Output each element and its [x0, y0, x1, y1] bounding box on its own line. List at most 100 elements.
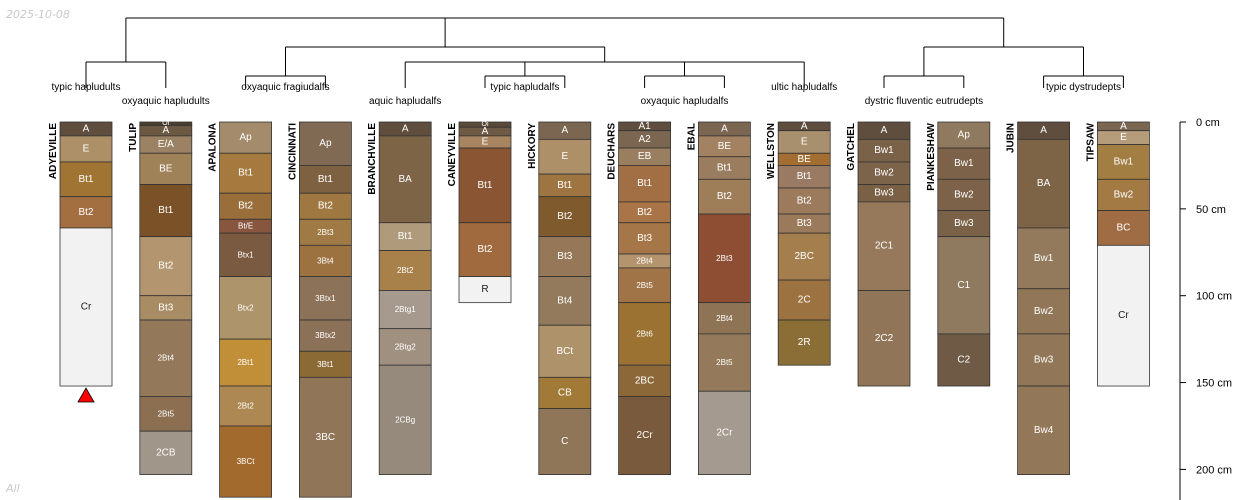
- horizon-2bt5: [139, 396, 193, 432]
- horizon-label: C1: [957, 280, 970, 291]
- axis-tick-label: 50 cm: [1196, 204, 1226, 216]
- horizon-label: A: [1040, 125, 1047, 136]
- horizon-label: 2Bt4: [636, 256, 653, 265]
- horizon-2bt1: [219, 338, 273, 387]
- horizon-ba: [1017, 138, 1070, 229]
- horizon-2c1: [857, 201, 911, 291]
- horizon-label: E: [1120, 132, 1127, 143]
- horizon-bt4: [538, 276, 592, 326]
- horizon-label: A: [162, 125, 169, 136]
- depth-axis: 0 cm 50 cm 100 cm 150 cm 200 cm: [1179, 117, 1232, 500]
- horizon-2btg2: [378, 328, 432, 366]
- horizon-label: BC: [1116, 222, 1130, 233]
- horizon-label: Bt3: [797, 218, 812, 229]
- horizon-cr: [59, 227, 113, 387]
- horizon-label: 2Btg2: [395, 342, 416, 351]
- horizon-label: 3Btx1: [315, 294, 336, 303]
- horizon-label: Oi: [162, 120, 169, 127]
- horizon-label: BE: [718, 141, 732, 152]
- horizon-label: BE: [798, 154, 812, 165]
- horizon-bt1: [139, 184, 193, 238]
- horizon-2cr: [698, 390, 751, 476]
- profile-deuchars: DEUCHARS A1 A2 EB Bt1 Bt2 Bt3 2Bt4 2Bt5 2Bt6 2BC 2C…: [607, 121, 671, 476]
- horizon-be: [139, 152, 193, 185]
- taxon-label: typic dystrudepts: [1046, 82, 1121, 93]
- horizon-label: Bt1: [158, 205, 173, 216]
- taxon-label: typic hapludalfs: [490, 82, 559, 93]
- horizon-bt1: [458, 147, 512, 224]
- horizon-label: Bt1: [78, 174, 93, 185]
- horizon-label: 2Bt3: [317, 228, 334, 237]
- horizon-label: Ap: [958, 130, 971, 141]
- horizon-label: Bt2: [637, 207, 652, 218]
- horizon-label: BE: [159, 163, 173, 174]
- horizon-label: Bw3: [954, 218, 974, 229]
- horizon-label: 2CB: [156, 447, 176, 458]
- horizon-label: Ap: [319, 138, 332, 149]
- horizon-label: Bt1: [398, 231, 413, 242]
- horizon-2c: [777, 279, 831, 321]
- horizon-bw3: [1017, 333, 1070, 387]
- horizon-bt2: [698, 178, 751, 215]
- profile-name: EBAL: [686, 123, 697, 150]
- horizon-bt3: [538, 236, 592, 277]
- horizon-label: Bt1: [637, 178, 652, 189]
- horizon-ap: [298, 121, 352, 166]
- horizon-label: 3Bt4: [317, 256, 334, 265]
- horizon-bc: [1097, 210, 1150, 246]
- horizon-label: 2Bt6: [636, 329, 653, 338]
- horizon-label: 2Bt5: [158, 409, 175, 418]
- horizon-label: Cr: [81, 301, 92, 312]
- horizon-cb: [538, 376, 592, 410]
- axis-tick-label: 0 cm: [1196, 117, 1220, 129]
- profile-name: PIANKESHAW: [926, 122, 937, 190]
- horizon-label: 2Bt4: [158, 354, 175, 363]
- profile-name: APALONA: [208, 123, 219, 172]
- profile-name: TULIP: [128, 123, 139, 152]
- horizon-3bc: [298, 376, 352, 498]
- horizon-label: Bw1: [1034, 253, 1054, 264]
- horizon-label: Bt2: [318, 201, 333, 212]
- horizon-label: Bt2: [717, 191, 732, 202]
- horizon-label: A: [482, 126, 489, 137]
- horizon-label: BA: [1037, 178, 1051, 189]
- horizon-label: Bw3: [874, 188, 894, 199]
- horizon-bt3: [618, 222, 671, 255]
- horizon-3bt4: [298, 244, 352, 277]
- profile-piankeshaw: PIANKESHAW Ap Bw1 Bw2 Bw3 C1 C2: [926, 121, 991, 387]
- horizon-bw2: [1097, 178, 1150, 211]
- horizon-label: Bw2: [874, 168, 894, 179]
- horizon-label: 2R: [798, 337, 811, 348]
- horizon-ap: [219, 121, 273, 154]
- dendrogram-tree: [85, 17, 1124, 88]
- horizon-label: BCt: [556, 346, 573, 357]
- bottom-marker-icon: [77, 387, 95, 403]
- axis-tick-label: 150 cm: [1196, 378, 1232, 390]
- horizon-label: Bw2: [954, 189, 974, 200]
- horizon-bt2: [139, 236, 193, 297]
- taxon-label: oxyaquic hapludults: [122, 96, 210, 107]
- profile-name: CANEYVILLE: [447, 123, 458, 187]
- horizon-bw2: [937, 178, 991, 211]
- horizon-label: Bw2: [1034, 306, 1054, 317]
- profile-cincinnati: CINCINNATI Ap Bt1 Bt2 2Bt3 3Bt4 3Btx1 3Btx2 3Bt1…: [287, 121, 352, 498]
- axis-tick-label: 100 cm: [1196, 291, 1232, 303]
- horizon-label: A1: [638, 121, 651, 132]
- horizon-label: Bw1: [954, 158, 974, 169]
- profile-ebal: EBAL A BE Bt1 Bt2 2Bt3 2Bt4 2Bt5 2Cr: [686, 121, 751, 476]
- profile-apalona: APALONA Ap Bt1 Bt2 Bt/E Btx1 Btx2 2Bt1 2Bt2 3BCt: [208, 121, 273, 498]
- horizon-label: 3Btx2: [315, 331, 336, 340]
- horizon-2bc: [618, 364, 671, 397]
- horizon-label: 2Bt1: [237, 358, 254, 367]
- horizon-label: C: [561, 436, 568, 447]
- horizon-label: Ap: [239, 132, 252, 143]
- profile-name: TIPSAW: [1085, 122, 1096, 161]
- taxon-label: aquic hapludalfs: [369, 96, 441, 107]
- profile-tulip: TULIP OiA E/A BE Bt1 Bt2 Bt3 2Bt4 2Bt5 2CB: [128, 120, 193, 476]
- horizon-ba: [378, 135, 432, 224]
- horizon-2btg1: [378, 290, 432, 330]
- horizon-label: A: [561, 125, 568, 136]
- horizon-label: Btx1: [238, 250, 255, 259]
- horizon-label: 2Bt2: [237, 401, 254, 410]
